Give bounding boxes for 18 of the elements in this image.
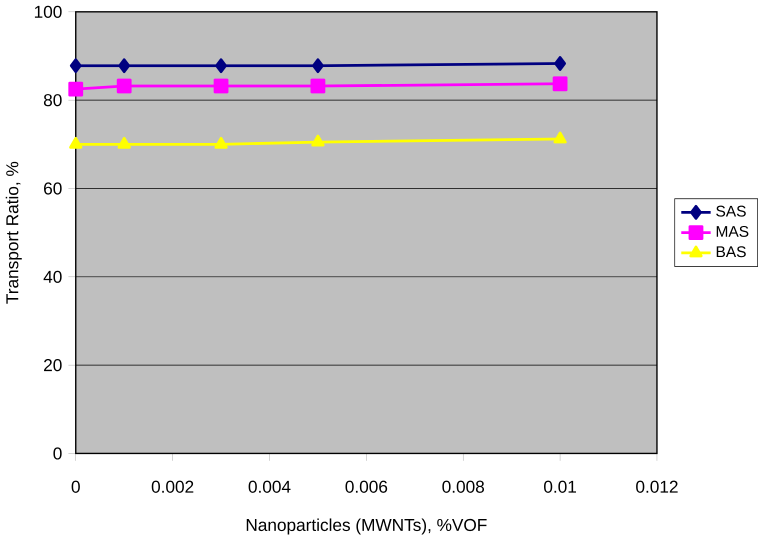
legend-label: BAS xyxy=(716,246,746,258)
x-tick-label: 0.002 xyxy=(152,480,194,493)
x-tick-label: 0.01 xyxy=(544,480,576,493)
x-tick-label: 0.004 xyxy=(248,480,291,493)
legend-label: SAS xyxy=(716,206,746,217)
x-tick-label: 0.006 xyxy=(345,480,388,493)
y-tick-label: 80 xyxy=(44,94,62,106)
y-tick-label: 60 xyxy=(44,182,62,194)
y-tick-label: 0 xyxy=(53,447,62,460)
x-tick-label: 0.008 xyxy=(442,480,484,493)
x-tick-label: 0 xyxy=(72,480,80,493)
x-axis-title: Nanoparticles (MWNTs), %VOF xyxy=(246,518,487,534)
legend-label: MAS xyxy=(716,226,748,237)
y-axis-title: Transport Ratio, % xyxy=(6,162,22,304)
y-tick-label: 40 xyxy=(44,270,62,283)
y-tick-label: 20 xyxy=(44,358,62,372)
y-tick-label: 100 xyxy=(34,6,62,18)
x-tick-label: 0.012 xyxy=(636,480,678,493)
